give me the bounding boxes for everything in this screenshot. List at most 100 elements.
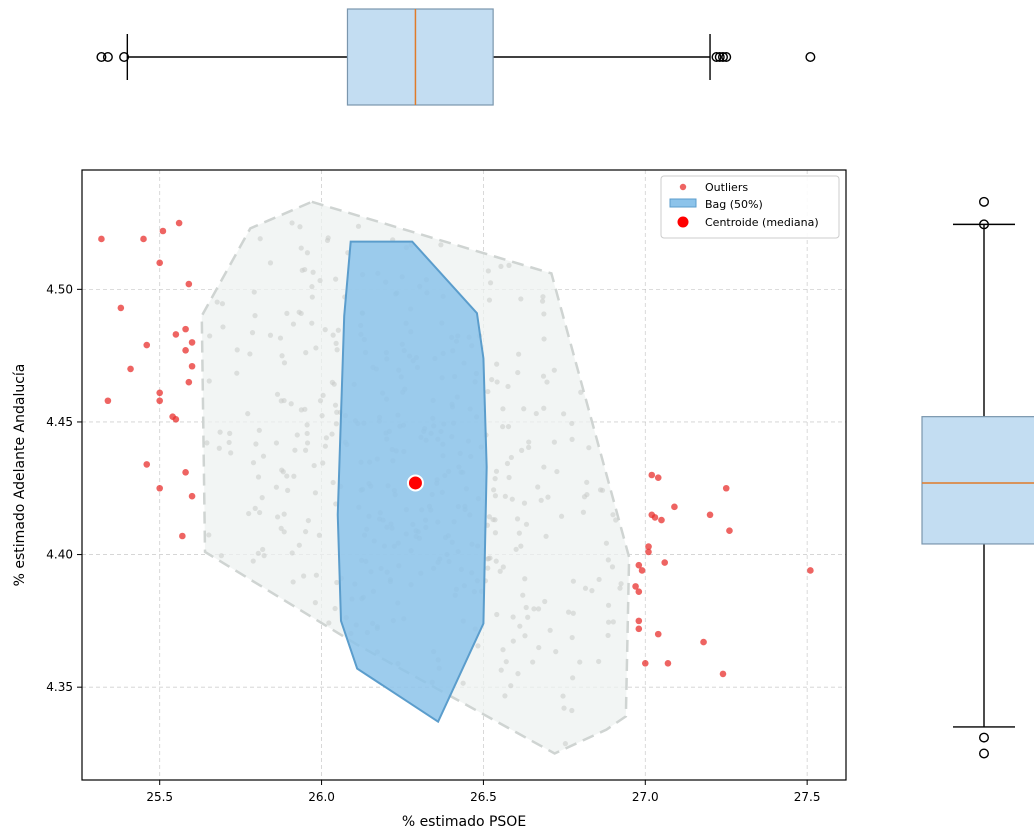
inlier-point xyxy=(489,376,495,383)
legend-outlier-swatch xyxy=(679,183,687,191)
inlier-point xyxy=(296,309,302,315)
outlier-point xyxy=(700,638,707,646)
inlier-point xyxy=(551,439,557,445)
inlier-point xyxy=(525,614,531,620)
outlier-point xyxy=(645,543,652,550)
inlier-point xyxy=(260,453,267,459)
inlier-point xyxy=(522,633,528,639)
outlier-point xyxy=(175,219,183,227)
inlier-point xyxy=(288,401,294,407)
inlier-point xyxy=(523,604,529,611)
inlier-point xyxy=(273,484,279,490)
inlier-point xyxy=(492,517,498,523)
inlier-point xyxy=(497,568,503,574)
inlier-point xyxy=(214,299,220,305)
inlier-point xyxy=(519,447,525,453)
inlier-point xyxy=(502,493,508,499)
inlier-point xyxy=(596,576,602,583)
inlier-point xyxy=(498,667,504,673)
inlier-point xyxy=(206,532,212,538)
inlier-point xyxy=(510,614,516,620)
y-tick-label: 4.45 xyxy=(46,415,73,429)
legend-centroid-swatch xyxy=(677,216,689,228)
outlier-point xyxy=(648,471,656,479)
inlier-point xyxy=(618,581,624,587)
inlier-point xyxy=(486,297,493,303)
inlier-point xyxy=(273,440,280,446)
inlier-point xyxy=(290,321,297,327)
outlier-point xyxy=(722,484,730,492)
outlier-point xyxy=(654,630,662,638)
inlier-point xyxy=(540,294,546,300)
inlier-point xyxy=(541,311,547,317)
x-tick-label: 25.5 xyxy=(146,790,173,804)
x-axis-ticks: 25.5 26.0 26.5 27.0 27.5 xyxy=(146,780,821,804)
x-tick-label: 26.0 xyxy=(308,790,335,804)
outlier-point xyxy=(159,227,167,235)
y-tick-label: 4.35 xyxy=(46,680,73,694)
outlier-point xyxy=(706,511,714,519)
inlier-point xyxy=(216,445,222,451)
inlier-point xyxy=(281,529,287,535)
outlier-point xyxy=(104,397,112,405)
inlier-point xyxy=(304,440,311,446)
inlier-point xyxy=(596,658,602,665)
inlier-point xyxy=(335,327,341,333)
inlier-point xyxy=(220,324,226,330)
inlier-point xyxy=(586,445,592,451)
inlier-point xyxy=(309,294,315,300)
inlier-point xyxy=(320,460,326,466)
inlier-point xyxy=(281,397,287,404)
inlier-point xyxy=(584,479,590,485)
top-flier xyxy=(717,52,728,63)
x-tick-label: 26.5 xyxy=(470,790,497,804)
inlier-point xyxy=(204,440,210,446)
inlier-point xyxy=(545,494,551,500)
inlier-point xyxy=(589,588,595,594)
x-axis-label: % estimado PSOE xyxy=(402,814,526,830)
inlier-point xyxy=(298,245,304,251)
inlier-point xyxy=(610,619,616,625)
inlier-point xyxy=(302,266,308,273)
outlier-point xyxy=(632,583,639,590)
inlier-point xyxy=(505,423,512,430)
inlier-point xyxy=(522,576,528,582)
inlier-point xyxy=(558,513,565,519)
outlier-point xyxy=(719,670,727,678)
inlier-point xyxy=(332,402,339,408)
inlier-point xyxy=(569,634,575,641)
inlier-point xyxy=(310,269,316,275)
inlier-point xyxy=(569,707,575,714)
inlier-point xyxy=(570,675,576,681)
outlier-point xyxy=(156,484,163,492)
inlier-point xyxy=(326,620,332,626)
inlier-point xyxy=(500,424,506,430)
inlier-point xyxy=(309,284,315,290)
inlier-point xyxy=(569,420,575,427)
adelante-boxplot xyxy=(921,196,1034,759)
inlier-point xyxy=(245,411,251,417)
top-flier xyxy=(805,52,816,63)
inlier-point xyxy=(485,565,491,571)
inlier-point xyxy=(253,441,259,447)
legend-bag-swatch xyxy=(669,198,697,208)
outlier-point xyxy=(188,362,196,370)
outlier-point xyxy=(188,492,196,500)
inlier-point xyxy=(284,473,290,479)
y-tick-label: 4.40 xyxy=(46,548,73,562)
outlier-point xyxy=(140,235,147,243)
inlier-point xyxy=(513,546,519,552)
inlier-point xyxy=(256,427,262,433)
inlier-point xyxy=(541,336,547,342)
inlier-point xyxy=(207,333,213,339)
right-flier xyxy=(979,196,990,207)
inlier-point xyxy=(605,602,612,608)
inlier-point xyxy=(510,638,516,644)
outlier-point xyxy=(807,567,814,574)
outlier-point xyxy=(179,532,186,540)
inlier-point xyxy=(533,410,539,417)
inlier-point xyxy=(487,555,493,561)
right-flier xyxy=(979,732,990,743)
inlier-point xyxy=(324,237,331,244)
